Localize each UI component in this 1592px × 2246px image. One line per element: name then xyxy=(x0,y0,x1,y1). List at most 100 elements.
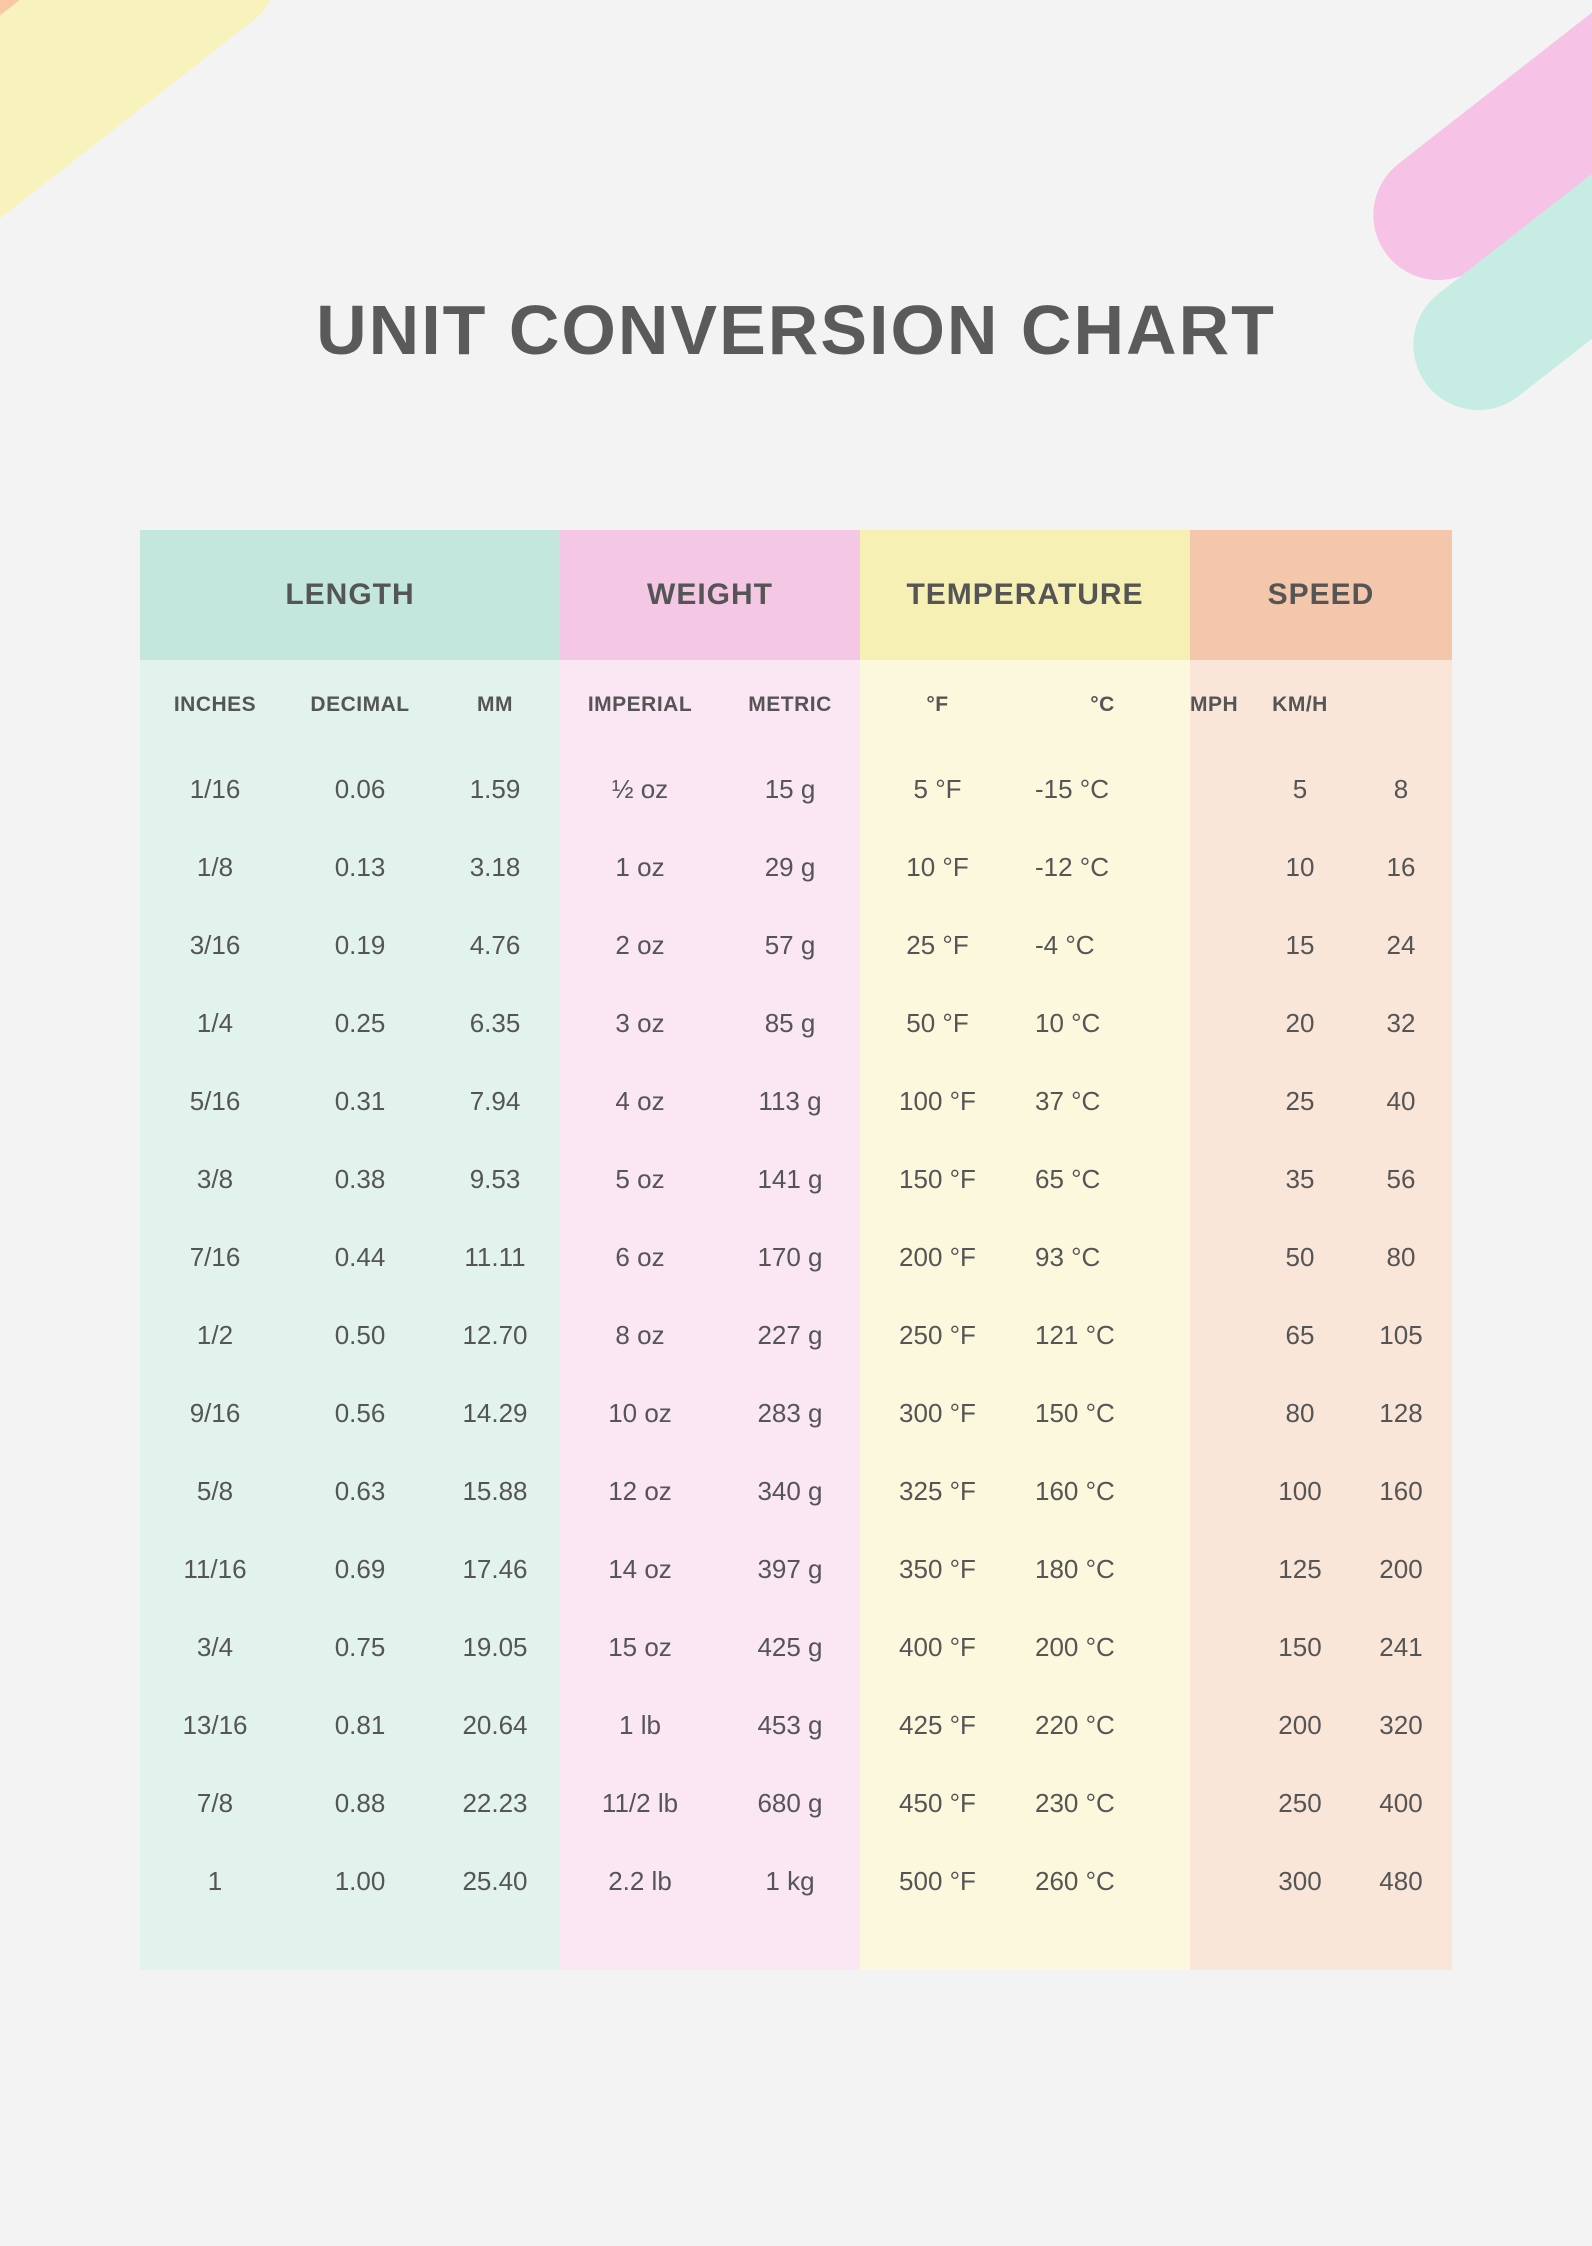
table-cell: 0.31 xyxy=(290,1086,430,1117)
section-body-speed: MPH KM/H 5810161524203225403556508065105… xyxy=(1190,660,1452,1970)
subheader-mm: MM xyxy=(430,693,560,717)
section-header-weight: WEIGHT xyxy=(560,530,860,660)
table-cell: 283 g xyxy=(720,1398,860,1429)
rows-weight: ½ oz15 g1 oz29 g2 oz57 g3 oz85 g4 oz113 … xyxy=(560,750,860,1920)
table-cell: 170 g xyxy=(720,1242,860,1273)
table-row: 11.0025.40 xyxy=(140,1842,560,1920)
table-cell: 1 kg xyxy=(720,1866,860,1897)
table-cell: 160 °C xyxy=(1015,1476,1190,1507)
table-cell: 1/16 xyxy=(140,774,290,805)
table-cell: 1 xyxy=(140,1866,290,1897)
table-row: 14 oz397 g xyxy=(560,1530,860,1608)
table-cell: 57 g xyxy=(720,930,860,961)
table-cell: 15 g xyxy=(720,774,860,805)
table-cell: 7/16 xyxy=(140,1242,290,1273)
table-cell: 3/8 xyxy=(140,1164,290,1195)
table-cell: 480 xyxy=(1350,1866,1452,1897)
table-row: 400 °F200 °C xyxy=(860,1608,1190,1686)
table-cell: 10 °F xyxy=(860,852,1015,883)
table-row: 3/80.389.53 xyxy=(140,1140,560,1218)
table-cell: 0.13 xyxy=(290,852,430,883)
table-cell: 1 oz xyxy=(560,852,720,883)
section-body-temperature: °F °C 5 °F-15 °C10 °F-12 °C25 °F-4 °C50 … xyxy=(860,660,1190,1970)
table-cell: 9.53 xyxy=(430,1164,560,1195)
table-row: 150 °F65 °C xyxy=(860,1140,1190,1218)
table-cell: 80 xyxy=(1250,1398,1350,1429)
section-temperature: TEMPERATURE °F °C 5 °F-15 °C10 °F-12 °C2… xyxy=(860,530,1190,1970)
table-cell: -15 °C xyxy=(1015,774,1190,805)
table-row: 100 °F37 °C xyxy=(860,1062,1190,1140)
table-cell: -12 °C xyxy=(1015,852,1190,883)
table-row: 6 oz170 g xyxy=(560,1218,860,1296)
table-row: 350 °F180 °C xyxy=(860,1530,1190,1608)
table-cell: 3/16 xyxy=(140,930,290,961)
table-cell: 180 °C xyxy=(1015,1554,1190,1585)
table-row: 11/160.6917.46 xyxy=(140,1530,560,1608)
table-cell: 220 °C xyxy=(1015,1710,1190,1741)
table-row: 3/160.194.76 xyxy=(140,906,560,984)
table-row: 200320 xyxy=(1190,1686,1452,1764)
table-cell: 5 oz xyxy=(560,1164,720,1195)
subheader-row-length: INCHES DECIMAL MM xyxy=(140,660,560,750)
table-row: 1 lb453 g xyxy=(560,1686,860,1764)
table-cell: 24 xyxy=(1350,930,1452,961)
table-cell: 10 xyxy=(1250,852,1350,883)
table-row: 12 oz340 g xyxy=(560,1452,860,1530)
table-cell: 11/2 lb xyxy=(560,1788,720,1819)
table-cell: 100 xyxy=(1250,1476,1350,1507)
subheader-c: °C xyxy=(1015,693,1190,717)
table-cell: 1 lb xyxy=(560,1710,720,1741)
subheader-decimal: DECIMAL xyxy=(290,693,430,717)
table-row: 10 °F-12 °C xyxy=(860,828,1190,906)
table-cell: 3 oz xyxy=(560,1008,720,1039)
table-cell: 85 g xyxy=(720,1008,860,1039)
table-row: 300480 xyxy=(1190,1842,1452,1920)
table-cell: 200 °F xyxy=(860,1242,1015,1273)
table-row: 25 °F-4 °C xyxy=(860,906,1190,984)
table-cell: 11/16 xyxy=(140,1554,290,1585)
table-row: 1/40.256.35 xyxy=(140,984,560,1062)
table-cell: 340 g xyxy=(720,1476,860,1507)
table-row: 15 oz425 g xyxy=(560,1608,860,1686)
section-weight: WEIGHT IMPERIAL METRIC ½ oz15 g1 oz29 g2… xyxy=(560,530,860,1970)
table-row: 50 °F10 °C xyxy=(860,984,1190,1062)
table-cell: 20.64 xyxy=(430,1710,560,1741)
table-cell: 325 °F xyxy=(860,1476,1015,1507)
table-row: 300 °F150 °C xyxy=(860,1374,1190,1452)
table-cell: 500 °F xyxy=(860,1866,1015,1897)
table-cell: 15 oz xyxy=(560,1632,720,1663)
table-cell: 10 °C xyxy=(1015,1008,1190,1039)
subheader-inches: INCHES xyxy=(140,693,290,717)
subheader-row-speed: MPH KM/H xyxy=(1190,660,1452,750)
table-cell: 6.35 xyxy=(430,1008,560,1039)
table-cell: 5 °F xyxy=(860,774,1015,805)
table-row: 325 °F160 °C xyxy=(860,1452,1190,1530)
table-cell: 1.59 xyxy=(430,774,560,805)
table-row: 7/80.8822.23 xyxy=(140,1764,560,1842)
table-cell: 397 g xyxy=(720,1554,860,1585)
table-row: 2 oz57 g xyxy=(560,906,860,984)
table-row: 13/160.8120.64 xyxy=(140,1686,560,1764)
table-cell: 4.76 xyxy=(430,930,560,961)
table-cell: 300 xyxy=(1250,1866,1350,1897)
table-row: 2540 xyxy=(1190,1062,1452,1140)
section-header-temperature: TEMPERATURE xyxy=(860,530,1190,660)
table-row: 8 oz227 g xyxy=(560,1296,860,1374)
table-cell: 227 g xyxy=(720,1320,860,1351)
subheader-metric: METRIC xyxy=(720,693,860,717)
table-cell: 0.88 xyxy=(290,1788,430,1819)
table-cell: 8 xyxy=(1350,774,1452,805)
table-row: 2032 xyxy=(1190,984,1452,1062)
table-row: 3556 xyxy=(1190,1140,1452,1218)
table-cell: 200 xyxy=(1350,1554,1452,1585)
table-row: 450 °F230 °C xyxy=(860,1764,1190,1842)
table-row: 1 oz29 g xyxy=(560,828,860,906)
table-cell: 1/4 xyxy=(140,1008,290,1039)
table-cell: 300 °F xyxy=(860,1398,1015,1429)
table-cell: 40 xyxy=(1350,1086,1452,1117)
table-cell: 450 °F xyxy=(860,1788,1015,1819)
table-cell: 350 °F xyxy=(860,1554,1015,1585)
table-cell: 65 xyxy=(1250,1320,1350,1351)
table-row: 10 oz283 g xyxy=(560,1374,860,1452)
rows-speed: 5810161524203225403556508065105801281001… xyxy=(1190,750,1452,1920)
